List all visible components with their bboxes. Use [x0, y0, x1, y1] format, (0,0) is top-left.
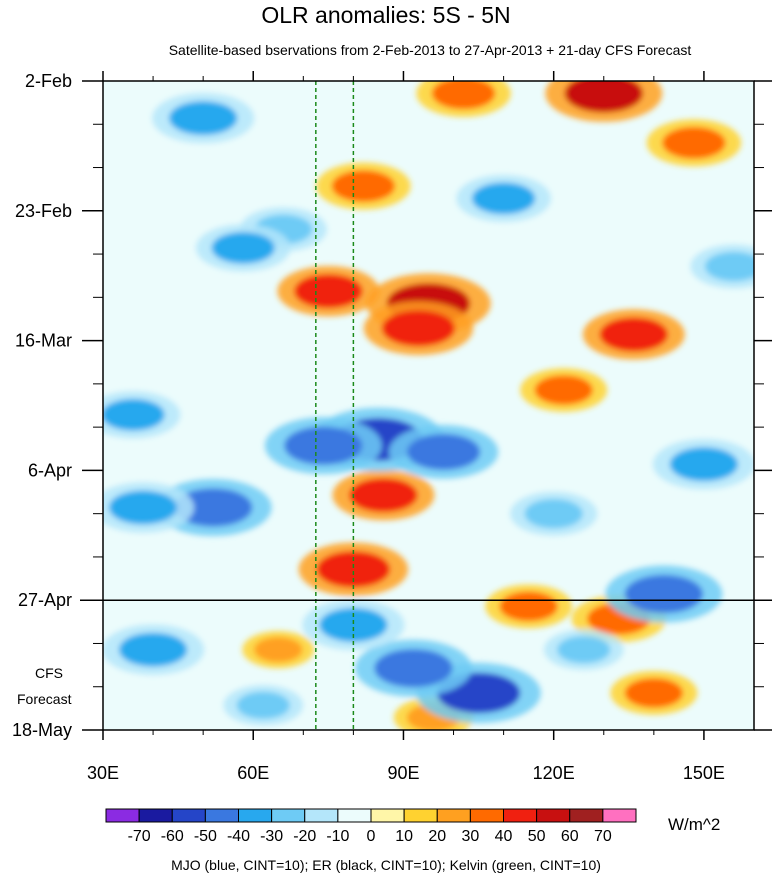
anomaly-core: [472, 182, 536, 215]
colorbar-swatch: [337, 808, 372, 823]
anomaly-core: [557, 636, 611, 664]
legend-text: MJO (blue, CINT=10); ER (black, CINT=10)…: [171, 857, 601, 873]
colorbar-label: -50: [194, 828, 217, 845]
colorbar-label: 30: [461, 828, 479, 845]
colorbar-label: -30: [260, 828, 283, 845]
colorbar-swatch: [436, 808, 471, 823]
anomaly-core: [174, 488, 253, 527]
x-tick-label: 120E: [533, 763, 575, 783]
colorbar-swatch: [469, 808, 504, 823]
anomaly-core: [331, 170, 395, 202]
colorbar-label: -40: [227, 828, 250, 845]
anomaly-core: [624, 575, 703, 614]
colorbar-swatch: [304, 808, 339, 823]
colorbar-swatch: [536, 808, 571, 823]
anomaly-core: [254, 637, 303, 663]
anomaly-core: [432, 81, 496, 110]
y-tick-label: 18-May: [12, 720, 72, 740]
anomaly-core: [381, 310, 455, 347]
anomaly-core: [119, 632, 188, 667]
anomaly-core: [374, 649, 453, 688]
plot-frame: [102, 80, 755, 731]
forecast-label-forecast: Forecast: [17, 691, 72, 707]
anomaly-core: [534, 375, 593, 405]
colorbar-label: 20: [428, 828, 446, 845]
colorbar-label: 40: [495, 828, 513, 845]
y-tick-label: 6-Apr: [28, 460, 72, 480]
anomaly-core: [599, 317, 668, 352]
anomaly-core: [211, 232, 275, 264]
colorbar-swatch: [503, 808, 538, 823]
anomaly-core: [499, 591, 558, 621]
axes: 2-Feb 23-Feb 16-Mar 6-Apr 27-Apr 18-May 30E 60E…: [12, 71, 772, 783]
colorbar-label: 70: [594, 828, 612, 845]
anomaly-core: [669, 447, 738, 482]
x-tick-label: 60E: [237, 763, 269, 783]
colorbar-label: -10: [326, 828, 349, 845]
colorbar-label: 0: [367, 828, 376, 845]
anomaly-core: [524, 499, 583, 529]
x-tick-label: 30E: [87, 763, 119, 783]
anomaly-core: [169, 101, 238, 135]
anomaly-core: [109, 490, 178, 525]
reference-lines: [315, 81, 355, 730]
colorbar-swatch: [105, 808, 140, 823]
colorbar-label: 60: [561, 828, 579, 845]
anomaly-core: [564, 81, 643, 113]
colorbar-swatch: [238, 808, 273, 823]
colorbar: -70 -60 -50 -40 -30 -20 -10 0 10 20 30 40 50 60 70: [105, 808, 637, 845]
colorbar-swatch: [138, 808, 173, 823]
colorbar-swatch: [370, 808, 405, 823]
anomaly-core: [662, 127, 726, 159]
anomaly-core: [319, 608, 388, 642]
anomaly-core: [103, 399, 165, 431]
colorbar-swatch: [271, 808, 306, 823]
colorbar-label: -70: [128, 828, 151, 845]
anomaly-core: [407, 433, 481, 470]
anomaly-field: [103, 81, 754, 730]
anomaly-core: [294, 274, 363, 308]
chart-subtitle: Satellite-based bservations from 2-Feb-2…: [168, 42, 692, 58]
anomaly-core: [624, 678, 683, 708]
anomaly-core: [704, 251, 754, 282]
forecast-label-cfs: CFS: [35, 665, 63, 681]
y-tick-label: 27-Apr: [18, 590, 72, 610]
colorbar-label: 10: [395, 828, 413, 845]
colorbar-swatch: [204, 808, 239, 823]
x-tick-label: 90E: [387, 763, 419, 783]
anomaly-core: [349, 478, 418, 512]
colorbar-swatch: [602, 808, 637, 823]
chart-title: OLR anomalies: 5S - 5N: [261, 2, 511, 28]
colorbar-label: -60: [161, 828, 184, 845]
colorbar-swatch: [569, 808, 604, 823]
anomaly-core: [236, 691, 290, 719]
anomaly-core: [284, 426, 363, 465]
colorbar-swatch: [403, 808, 438, 823]
colorbar-swatch: [171, 808, 206, 823]
x-tick-label: 150E: [683, 763, 725, 783]
y-tick-label: 16-Mar: [15, 331, 72, 351]
colorbar-label: 50: [528, 828, 546, 845]
y-tick-label: 23-Feb: [15, 201, 72, 221]
anomaly-core: [316, 551, 390, 588]
y-tick-label: 2-Feb: [25, 71, 72, 91]
colorbar-units: W/m^2: [668, 815, 721, 834]
colorbar-label: -20: [293, 828, 316, 845]
